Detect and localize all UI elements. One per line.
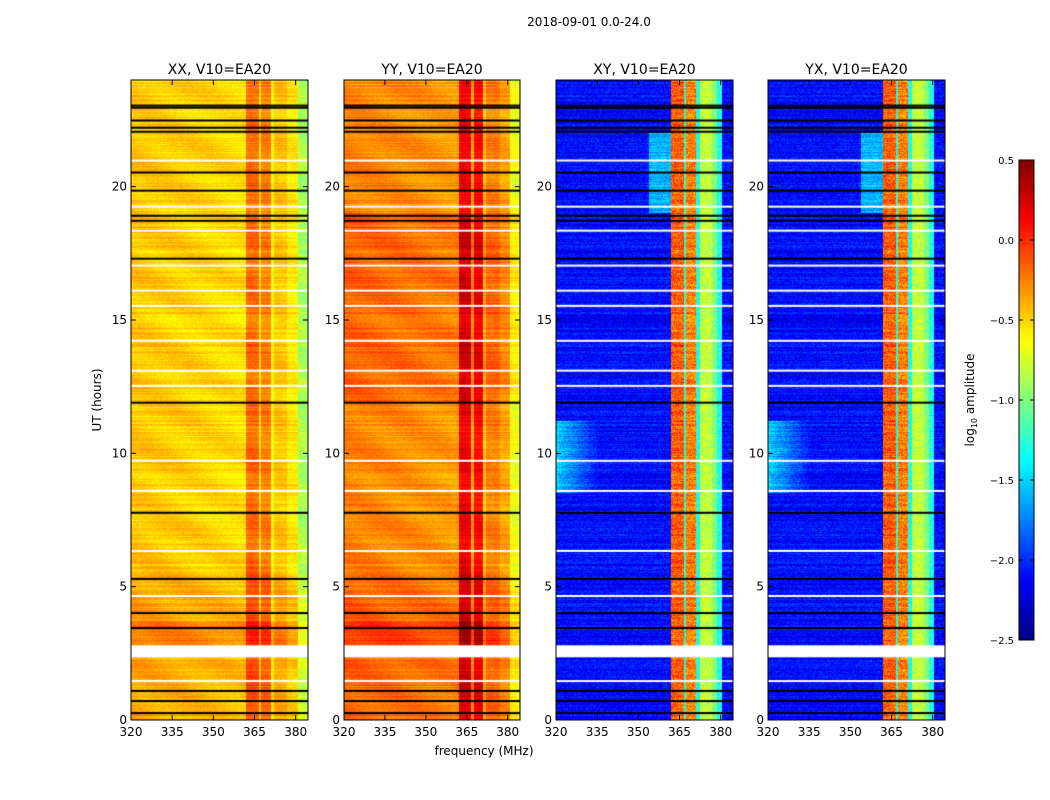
x-tick-label: 335	[161, 725, 184, 739]
y-tick-label: 20	[537, 180, 552, 194]
x-tick-label: 350	[202, 725, 225, 739]
colorbar-tick-label: −1.5	[990, 476, 1014, 487]
x-tick-label: 350	[414, 725, 437, 739]
x-tick-label: 365	[880, 725, 903, 739]
heatmap-xy	[556, 80, 733, 720]
y-tick-label: 15	[749, 313, 764, 327]
x-tick-label: 365	[668, 725, 691, 739]
heatmap-yy	[344, 80, 520, 720]
y-tick-label: 10	[749, 446, 764, 460]
y-tick-label: 20	[749, 180, 764, 194]
y-tick-label: 0	[332, 713, 340, 727]
x-tick-label: 380	[921, 725, 944, 739]
panel-frame-xy	[555, 79, 734, 721]
y-tick-label: 5	[756, 580, 764, 594]
y-tick-label: 15	[537, 313, 552, 327]
panel-title-yy: YY, V10=EA20	[380, 62, 482, 78]
y-tick-label: 5	[119, 580, 127, 594]
x-tick-label: 335	[798, 725, 821, 739]
y-axis-label: UT (hours)	[90, 368, 104, 431]
x-tick-label: 335	[373, 725, 396, 739]
panel-title-xy: XY, V10=EA20	[593, 62, 695, 78]
y-tick-label: 20	[325, 180, 340, 194]
y-tick-label: 20	[112, 180, 127, 194]
y-tick-label: 10	[112, 446, 127, 460]
colorbar-tick-label: −2.5	[990, 636, 1014, 647]
panel-frame-yx	[767, 79, 946, 721]
y-tick-label: 5	[332, 580, 340, 594]
panel-title-yx: YX, V10=EA20	[804, 62, 907, 78]
x-tick-label: 320	[120, 725, 143, 739]
y-tick-label: 0	[544, 713, 552, 727]
x-tick-label: 365	[243, 725, 266, 739]
colorbar-tick-label: 0.5	[998, 156, 1014, 167]
x-tick-label: 350	[627, 725, 650, 739]
colorbar-tick-label: −2.0	[990, 556, 1014, 567]
colorbar-label-log: log	[963, 428, 977, 446]
colorbar	[1019, 160, 1034, 640]
x-tick-label: 365	[455, 725, 478, 739]
panel-title-xx: XX, V10=EA20	[168, 62, 271, 78]
colorbar-tick-label: 0.0	[998, 236, 1014, 247]
colorbar-label: log10 amplitude	[963, 354, 979, 447]
colorbar-label-sub: 10	[970, 418, 979, 428]
x-tick-label: 320	[757, 725, 780, 739]
x-tick-label: 320	[333, 725, 356, 739]
x-tick-label: 350	[839, 725, 862, 739]
colorbar-label-amp: amplitude	[963, 354, 977, 418]
colorbar-tick-label: −0.5	[990, 316, 1014, 327]
panel-frame-xx	[130, 79, 309, 721]
figure-title: 2018-09-01 0.0-24.0	[527, 15, 651, 29]
x-tick-label: 380	[284, 725, 307, 739]
x-axis-label: frequency (MHz)	[434, 744, 533, 758]
x-tick-label: 380	[496, 725, 519, 739]
panel-frame-yy	[343, 79, 521, 721]
x-tick-label: 380	[709, 725, 732, 739]
colorbar-tick-label: −1.0	[990, 396, 1014, 407]
y-tick-label: 5	[544, 580, 552, 594]
y-tick-label: 0	[119, 713, 127, 727]
y-tick-label: 15	[112, 313, 127, 327]
y-tick-label: 15	[325, 313, 340, 327]
y-tick-label: 0	[756, 713, 764, 727]
heatmap-yx	[768, 80, 945, 720]
y-tick-label: 10	[325, 446, 340, 460]
x-tick-label: 335	[586, 725, 609, 739]
x-tick-label: 320	[545, 725, 568, 739]
y-tick-label: 10	[537, 446, 552, 460]
heatmap-xx	[131, 80, 308, 720]
